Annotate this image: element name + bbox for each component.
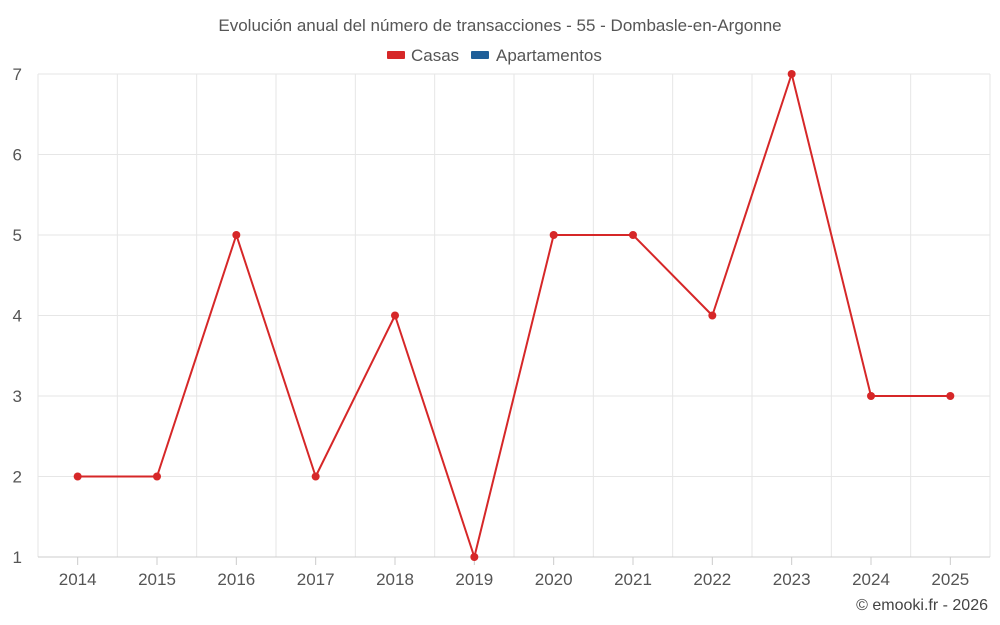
legend-swatch-casas [387, 51, 405, 59]
x-tick-label-2017: 2017 [297, 570, 335, 589]
x-tick-label-2019: 2019 [455, 570, 493, 589]
x-tick-label-2014: 2014 [59, 570, 97, 589]
y-tick-label-4: 4 [13, 307, 22, 326]
x-tick-label-2022: 2022 [693, 570, 731, 589]
x-axis: 2014 2015 2016 2017 2018 2019 2020 2021 2022 2023… [38, 556, 990, 589]
data-point-casas-2022[interactable] [708, 311, 717, 320]
y-axis: 1 2 3 4 5 6 7 [13, 65, 22, 567]
series-casas [73, 70, 955, 561]
grid [37, 73, 991, 557]
legend-swatch-apartamentos [471, 51, 489, 59]
x-tick-label-2023: 2023 [773, 570, 811, 589]
x-tick-label-2021: 2021 [614, 570, 652, 589]
data-point-casas-2017[interactable] [311, 472, 320, 481]
legend-item-casas[interactable]: Casas [387, 46, 459, 65]
credit-text: © emooki.fr - 2026 [856, 597, 988, 614]
x-tick-label-2020: 2020 [535, 570, 573, 589]
legend: Casas Apartamentos [387, 46, 602, 65]
y-tick-label-2: 2 [13, 468, 22, 487]
x-tick-label-2016: 2016 [217, 570, 255, 589]
chart-title: Evolución anual del número de transaccio… [218, 16, 781, 35]
data-point-casas-2023[interactable] [787, 70, 796, 78]
y-tick-label-6: 6 [13, 146, 22, 165]
legend-label-apartamentos: Apartamentos [496, 46, 602, 65]
data-point-casas-2020[interactable] [549, 231, 558, 239]
data-point-casas-2018[interactable] [391, 311, 399, 320]
data-point-casas-2024[interactable] [867, 392, 875, 400]
y-tick-label-5: 5 [13, 226, 22, 245]
legend-item-apartamentos[interactable]: Apartamentos [471, 46, 602, 65]
data-point-casas-2021[interactable] [629, 231, 637, 239]
legend-label-casas: Casas [411, 46, 459, 65]
y-tick-label-3: 3 [13, 387, 22, 406]
x-tick-label-2018: 2018 [376, 570, 414, 589]
series-line-casas [77, 73, 951, 558]
data-point-casas-2014[interactable] [73, 472, 82, 481]
data-point-casas-2016[interactable] [232, 231, 241, 239]
data-point-casas-2019[interactable] [470, 553, 479, 561]
x-tick-label-2025: 2025 [931, 570, 969, 589]
y-tick-label-7: 7 [13, 65, 22, 84]
y-tick-label-1: 1 [13, 548, 22, 567]
data-point-casas-2015[interactable] [153, 472, 161, 481]
data-point-casas-2025[interactable] [946, 392, 955, 400]
x-tick-label-2024: 2024 [852, 570, 890, 589]
x-tick-label-2015: 2015 [138, 570, 176, 589]
